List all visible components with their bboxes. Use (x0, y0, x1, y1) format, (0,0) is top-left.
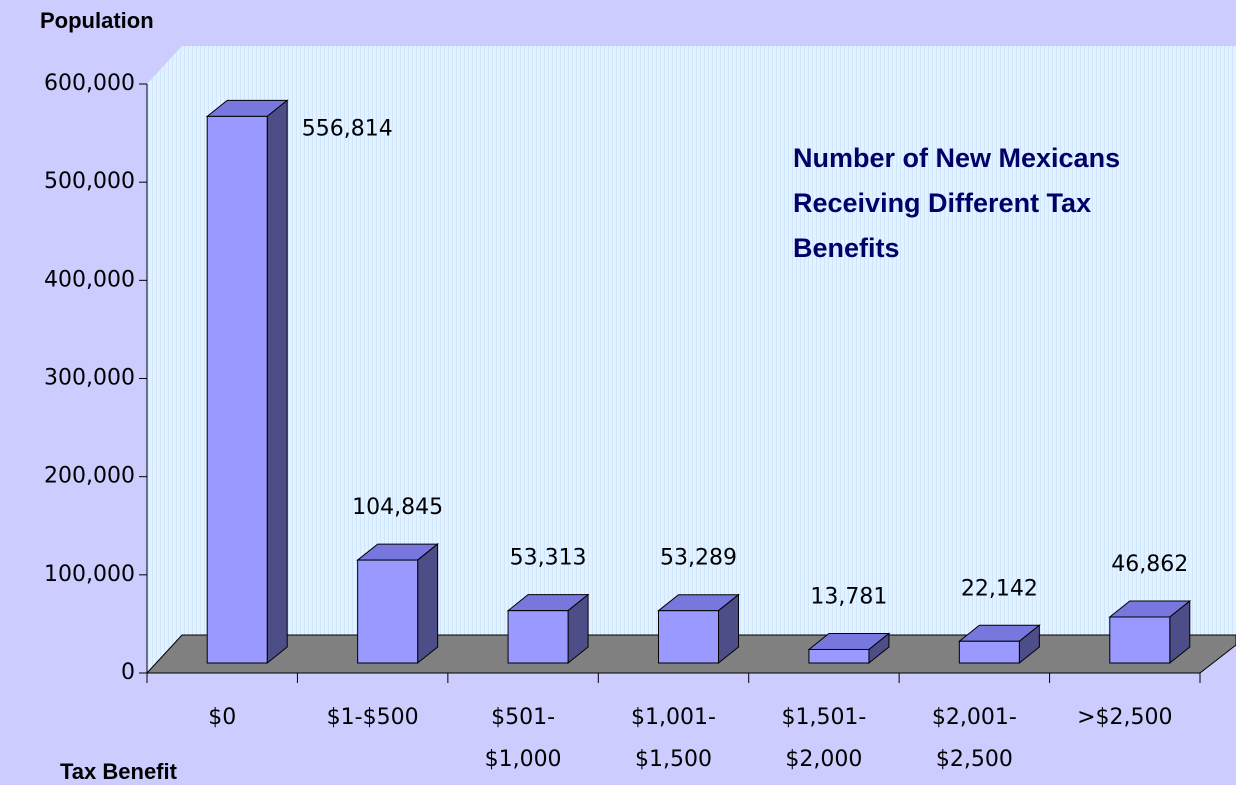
value-label: 104,845 (352, 495, 443, 520)
x-tick-label: $501- (491, 705, 555, 730)
y-tick-label: 300,000 (44, 366, 135, 391)
value-label: 556,814 (302, 116, 393, 141)
bar-front (658, 610, 719, 664)
value-label: 22,142 (961, 576, 1038, 601)
bar (957, 624, 1041, 665)
back-wall (147, 46, 1236, 673)
bar (506, 593, 590, 665)
y-axis-label: Population (40, 8, 154, 33)
bar (657, 593, 740, 665)
bar (356, 543, 440, 665)
y-tick-label: 400,000 (44, 267, 135, 292)
chart-title-line: Receiving Different Tax (793, 188, 1091, 218)
bar-front (958, 640, 1020, 664)
x-axis-label: Tax Benefit (60, 759, 178, 784)
y-tick-label: 500,000 (44, 169, 135, 194)
x-tick-label: $2,500 (936, 747, 1013, 772)
value-label: 46,862 (1111, 552, 1188, 577)
bar-side (266, 99, 288, 665)
x-tick-label: $1,500 (635, 747, 712, 772)
value-label: 53,313 (510, 546, 587, 571)
bar-front (1109, 616, 1171, 664)
bar-front (808, 648, 870, 664)
bar (1108, 599, 1192, 665)
x-tick-label: $1,501- (781, 705, 866, 730)
bar (807, 632, 891, 665)
bar-front (357, 559, 419, 664)
bar (205, 99, 289, 665)
value-label: 13,781 (810, 584, 887, 609)
y-tick-label: 200,000 (44, 464, 135, 489)
bar-front (206, 115, 268, 664)
bar-front (507, 610, 569, 664)
chart-title-line: Benefits (793, 233, 900, 263)
bar-side (417, 543, 439, 665)
chart-title: Number of New Mexicans Receiving Differen… (793, 143, 1120, 263)
x-tick-label: $2,001- (932, 705, 1017, 730)
x-tick-label: >$2,500 (1077, 705, 1172, 730)
y-tick-label: 100,000 (44, 562, 135, 587)
x-tick-label: $1,000 (485, 747, 562, 772)
y-tick-label: 0 (121, 660, 135, 685)
x-tick-label: $1-$500 (327, 705, 419, 730)
value-label: 53,289 (660, 546, 737, 571)
x-tick-label: $0 (208, 705, 236, 730)
chart-title-line: Number of New Mexicans (793, 143, 1120, 173)
y-tick-label: 600,000 (44, 71, 135, 96)
x-tick-label: $2,000 (785, 747, 862, 772)
x-tick-label: $1,001- (631, 705, 716, 730)
